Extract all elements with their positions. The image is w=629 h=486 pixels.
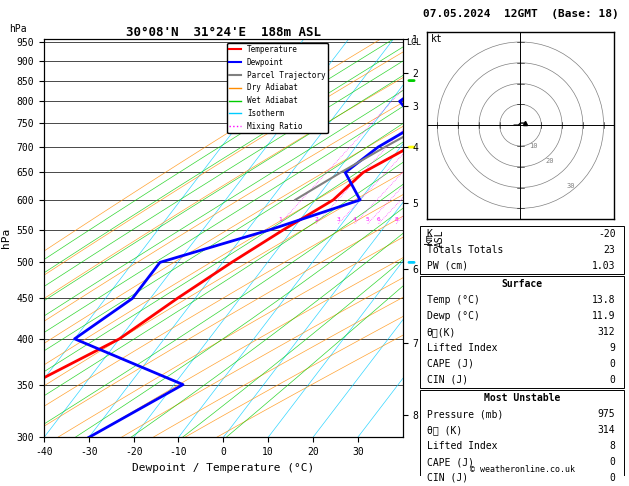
Text: Lifted Index: Lifted Index [426,343,497,353]
Text: Most Unstable: Most Unstable [484,393,560,403]
Text: 0: 0 [610,375,615,385]
Text: Dewp (°C): Dewp (°C) [426,311,479,321]
Text: 312: 312 [598,327,615,337]
Text: 1.03: 1.03 [592,261,615,271]
Text: 20: 20 [545,157,554,164]
Text: © weatheronline.co.uk: © weatheronline.co.uk [470,465,574,474]
Text: 10: 10 [529,143,537,149]
Text: 6: 6 [377,217,381,222]
Text: hPa: hPa [9,24,27,34]
Text: Temp (°C): Temp (°C) [426,295,479,305]
Text: 2: 2 [314,217,318,222]
Text: 8: 8 [610,441,615,451]
Text: 0: 0 [610,359,615,369]
Text: 13.8: 13.8 [592,295,615,305]
Text: 0: 0 [610,457,615,467]
Text: CAPE (J): CAPE (J) [426,359,474,369]
Text: Lifted Index: Lifted Index [426,441,497,451]
Text: 314: 314 [598,425,615,435]
Text: 4: 4 [353,217,357,222]
Text: LCL: LCL [406,38,421,47]
Text: Surface: Surface [501,279,543,289]
Text: 1: 1 [278,217,282,222]
Text: 5: 5 [366,217,370,222]
Legend: Temperature, Dewpoint, Parcel Trajectory, Dry Adiabat, Wet Adiabat, Isotherm, Mi: Temperature, Dewpoint, Parcel Trajectory… [227,43,328,133]
Y-axis label: km
ASL: km ASL [424,229,445,247]
Y-axis label: hPa: hPa [1,228,11,248]
X-axis label: Dewpoint / Temperature (°C): Dewpoint / Temperature (°C) [132,463,314,473]
Text: K: K [426,229,433,239]
Text: θᴇ(K): θᴇ(K) [426,327,456,337]
Text: 30: 30 [566,183,575,189]
Text: 11.9: 11.9 [592,311,615,321]
Text: 0: 0 [610,473,615,483]
Text: PW (cm): PW (cm) [426,261,468,271]
Text: Totals Totals: Totals Totals [426,245,503,255]
Text: CAPE (J): CAPE (J) [426,457,474,467]
Text: CIN (J): CIN (J) [426,473,468,483]
Text: θᴇ (K): θᴇ (K) [426,425,462,435]
Text: Pressure (mb): Pressure (mb) [426,409,503,419]
Text: CIN (J): CIN (J) [426,375,468,385]
Text: 975: 975 [598,409,615,419]
Text: 07.05.2024  12GMT  (Base: 18): 07.05.2024 12GMT (Base: 18) [423,9,618,19]
Text: -20: -20 [598,229,615,239]
Text: kt: kt [431,34,443,44]
Title: 30°08'N  31°24'E  188m ASL: 30°08'N 31°24'E 188m ASL [126,26,321,39]
Text: 23: 23 [604,245,615,255]
Text: 9: 9 [610,343,615,353]
Text: 3: 3 [337,217,340,222]
Text: 8: 8 [394,217,398,222]
